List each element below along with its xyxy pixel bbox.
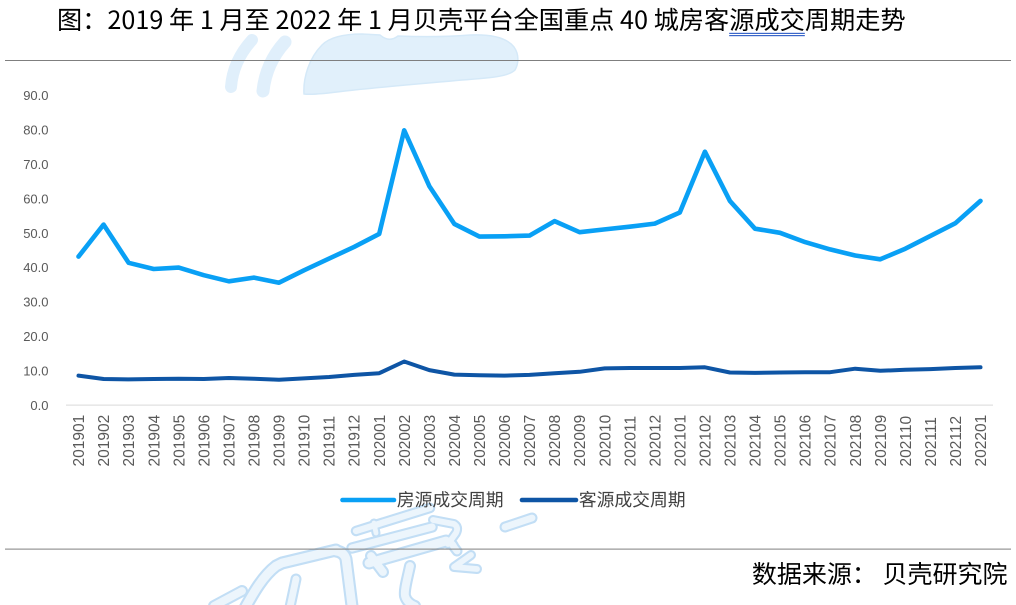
svg-text:202009: 202009 xyxy=(572,415,589,467)
svg-text:201909: 201909 xyxy=(272,415,289,467)
svg-text:20.0: 20.0 xyxy=(23,329,48,344)
svg-text:202011: 202011 xyxy=(622,416,639,467)
svg-text:80.0: 80.0 xyxy=(23,123,48,138)
svg-text:50.0: 50.0 xyxy=(23,226,48,241)
svg-text:30.0: 30.0 xyxy=(23,295,48,310)
svg-text:202006: 202006 xyxy=(497,415,514,467)
svg-text:202103: 202103 xyxy=(723,415,740,467)
svg-text:201912: 201912 xyxy=(347,415,364,467)
svg-text:202108: 202108 xyxy=(848,415,865,467)
svg-text:202001: 202001 xyxy=(372,415,389,467)
svg-text:202101: 202101 xyxy=(672,415,689,467)
svg-text:202010: 202010 xyxy=(597,414,614,466)
svg-text:40.0: 40.0 xyxy=(23,260,48,275)
svg-text:201905: 201905 xyxy=(171,415,188,467)
svg-text:201908: 201908 xyxy=(247,415,264,467)
svg-text:90.0: 90.0 xyxy=(23,88,48,103)
svg-text:202104: 202104 xyxy=(748,414,765,466)
svg-text:202110: 202110 xyxy=(898,416,915,467)
svg-text:202003: 202003 xyxy=(422,415,439,467)
svg-text:202201: 202201 xyxy=(973,415,990,467)
svg-text:201904: 201904 xyxy=(146,414,163,466)
svg-text:0.0: 0.0 xyxy=(30,398,48,413)
svg-text:202005: 202005 xyxy=(472,415,489,467)
svg-text:202107: 202107 xyxy=(823,415,840,467)
svg-text:202112: 202112 xyxy=(948,416,965,467)
svg-text:10.0: 10.0 xyxy=(23,363,48,378)
svg-text:201902: 201902 xyxy=(96,415,113,467)
svg-text:201901: 201901 xyxy=(71,415,88,467)
svg-text:60.0: 60.0 xyxy=(23,191,48,206)
svg-text:202008: 202008 xyxy=(547,415,564,467)
svg-text:202105: 202105 xyxy=(773,415,790,467)
svg-text:201911: 201911 xyxy=(322,416,339,467)
svg-text:202109: 202109 xyxy=(873,415,890,467)
svg-text:202002: 202002 xyxy=(397,415,414,467)
svg-text:202007: 202007 xyxy=(522,415,539,467)
svg-text:202012: 202012 xyxy=(647,415,664,467)
svg-text:202111: 202111 xyxy=(923,417,940,466)
svg-text:202106: 202106 xyxy=(798,415,815,467)
svg-text:202102: 202102 xyxy=(698,415,715,467)
svg-text:201906: 201906 xyxy=(196,415,213,467)
svg-text:201910: 201910 xyxy=(297,414,314,466)
svg-text:201907: 201907 xyxy=(222,415,239,467)
svg-text:201903: 201903 xyxy=(121,415,138,467)
svg-text:202004: 202004 xyxy=(447,414,464,466)
svg-text:70.0: 70.0 xyxy=(23,157,48,172)
